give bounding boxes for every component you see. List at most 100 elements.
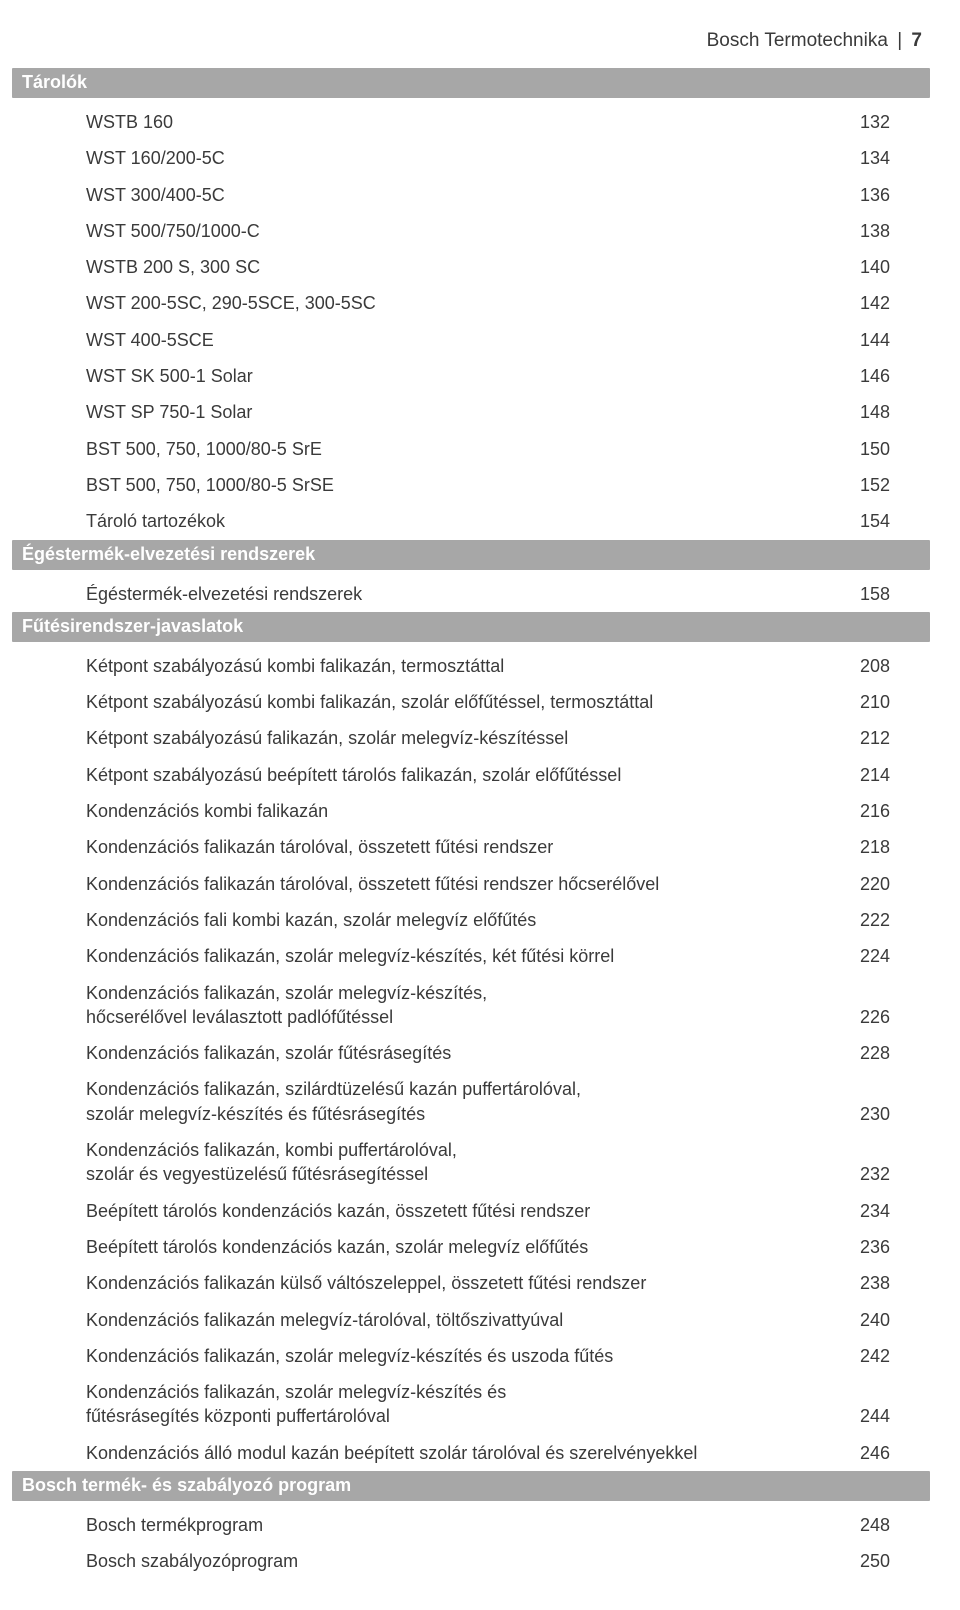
- toc-row: Kondenzációs kombi falikazán 216: [12, 793, 930, 829]
- toc-row: Kondenzációs álló modul kazán beépített …: [12, 1435, 930, 1471]
- toc-row: Kondenzációs falikazán külső váltószelep…: [12, 1265, 930, 1301]
- toc-row: Égéstermék-elvezetési rendszerek 158: [12, 576, 930, 612]
- toc-row: WSTB 200 S, 300 SC 140: [12, 249, 930, 285]
- toc-page: 220: [860, 872, 908, 896]
- toc-page: 132: [860, 110, 908, 134]
- toc-page: 226: [860, 1005, 908, 1029]
- toc-label: WST 160/200-5C: [86, 146, 249, 170]
- toc-row: Kondenzációs falikazán, szolár fűtésráse…: [12, 1035, 930, 1071]
- toc-page: 244: [860, 1404, 908, 1428]
- toc-row: Kétpont szabályozású kombi falikazán, te…: [12, 648, 930, 684]
- toc-row: Kondenzációs falikazán, szolár melegvíz-…: [12, 975, 930, 1036]
- toc-row: Bosch szabályozóprogram250: [12, 1543, 930, 1579]
- toc-row: BST 500, 750, 1000/80-5 SrSE152: [12, 467, 930, 503]
- toc-label: Kondenzációs falikazán, szolár melegvíz-…: [86, 981, 511, 1030]
- toc-page: 154: [860, 509, 908, 533]
- toc-row: Kondenzációs falikazán, szolár melegvíz-…: [12, 938, 930, 974]
- toc-row: Kondenzációs fali kombi kazán, szolár me…: [12, 902, 930, 938]
- toc-page: 222: [860, 908, 908, 932]
- toc-page: 240: [860, 1308, 908, 1332]
- toc-row: Beépített tárolós kondenzációs kazán, ös…: [12, 1193, 930, 1229]
- toc-page: 136: [860, 183, 908, 207]
- toc-label: Kondenzációs falikazán tárolóval, összet…: [86, 872, 683, 896]
- section-title-tarolok: Tárolók: [12, 68, 930, 98]
- toc-label: Beépített tárolós kondenzációs kazán, sz…: [86, 1235, 612, 1259]
- toc-label: Kondenzációs falikazán tárolóval, összet…: [86, 835, 577, 859]
- toc-label: BST 500, 750, 1000/80-5 SrE: [86, 437, 346, 461]
- toc-row: WST 500/750/1000-C 138: [12, 213, 930, 249]
- toc-label: WST SK 500-1 Solar: [86, 364, 277, 388]
- toc-page: 138: [860, 219, 908, 243]
- toc-label: WST SP 750-1 Solar: [86, 400, 276, 424]
- toc-label: WSTB 160: [86, 110, 197, 134]
- toc-label: Kétpont szabályozású falikazán, szolár m…: [86, 726, 592, 750]
- toc-page: 146: [860, 364, 908, 388]
- toc-page: 148: [860, 400, 908, 424]
- toc-page: 238: [860, 1271, 908, 1295]
- toc-page: 230: [860, 1102, 908, 1126]
- page-container: Bosch Termotechnika | 7 Tárolók WSTB 160…: [0, 0, 960, 1610]
- header-page-number: 7: [911, 30, 922, 51]
- toc-row: Tároló tartozékok 154: [12, 503, 930, 539]
- toc-page: 216: [860, 799, 908, 823]
- toc-row: Kondenzációs falikazán, szolár melegvíz-…: [12, 1338, 930, 1374]
- toc-page: 144: [860, 328, 908, 352]
- toc-page: 158: [860, 582, 908, 606]
- toc-page: 212: [860, 726, 908, 750]
- header-separator: |: [897, 30, 902, 51]
- toc-page: 224: [860, 944, 908, 968]
- toc-label: Kétpont szabályozású beépített tárolós f…: [86, 763, 645, 787]
- toc-row: WST 200-5SC, 290-5SCE, 300-5SC 142: [12, 285, 930, 321]
- toc-page: 228: [860, 1041, 908, 1065]
- toc-row: WST SK 500-1 Solar 146: [12, 358, 930, 394]
- toc-row: Kondenzációs falikazán tárolóval, összet…: [12, 866, 930, 902]
- toc-page: 236: [860, 1235, 908, 1259]
- toc-label: Kondenzációs falikazán külső váltószelep…: [86, 1271, 670, 1295]
- toc-page: 152: [860, 473, 908, 497]
- toc-row: Bosch termékprogram248: [12, 1507, 930, 1543]
- toc-page: 150: [860, 437, 908, 461]
- toc-label: Kondenzációs falikazán, szilárdtüzelésű …: [86, 1077, 605, 1126]
- toc-row: Kondenzációs falikazán, kombi puffertáro…: [12, 1132, 930, 1193]
- toc-row: Kétpont szabályozású falikazán, szolár m…: [12, 720, 930, 756]
- section-title-bosch-termek: Bosch termék- és szabályozó program: [12, 1471, 930, 1501]
- toc-label: Kétpont szabályozású kombi falikazán, te…: [86, 654, 528, 678]
- toc-row: WST 300/400-5C 136: [12, 177, 930, 213]
- toc-row: Kondenzációs falikazán melegvíz-tárolóva…: [12, 1302, 930, 1338]
- toc-label: Égéstermék-elvezetési rendszerek: [86, 582, 386, 606]
- toc-label: Kondenzációs falikazán melegvíz-tárolóva…: [86, 1308, 587, 1332]
- toc-label: Kondenzációs falikazán, szolár melegvíz-…: [86, 1380, 530, 1429]
- page-header: Bosch Termotechnika | 7: [12, 30, 930, 52]
- toc-page: 250: [860, 1549, 908, 1573]
- toc-label: WST 500/750/1000-C: [86, 219, 284, 243]
- toc-page: 142: [860, 291, 908, 315]
- toc-label: WST 200-5SC, 290-5SCE, 300-5SC: [86, 291, 400, 315]
- header-brand: Bosch Termotechnika: [707, 30, 888, 51]
- toc-label: Kondenzációs álló modul kazán beépített …: [86, 1441, 721, 1465]
- toc-label: WSTB 200 S, 300 SC: [86, 255, 284, 279]
- toc-label: WST 300/400-5C: [86, 183, 249, 207]
- toc-page: 218: [860, 835, 908, 859]
- toc-page: 214: [860, 763, 908, 787]
- toc-label: Kondenzációs falikazán, szolár fűtésráse…: [86, 1041, 475, 1065]
- section-title-egestermek: Égéstermék-elvezetési rendszerek: [12, 540, 930, 570]
- toc-row: Kétpont szabályozású beépített tárolós f…: [12, 757, 930, 793]
- toc-label: Kondenzációs kombi falikazán: [86, 799, 352, 823]
- toc-row: WST 160/200-5C134: [12, 140, 930, 176]
- toc-label: Beépített tárolós kondenzációs kazán, ös…: [86, 1199, 614, 1223]
- toc-label: Tároló tartozékok: [86, 509, 249, 533]
- toc-row: WSTB 160 132: [12, 104, 930, 140]
- toc-label: Kondenzációs falikazán, szolár melegvíz-…: [86, 944, 638, 968]
- toc-page: 140: [860, 255, 908, 279]
- toc-label: Kétpont szabályozású kombi falikazán, sz…: [86, 690, 677, 714]
- toc-page: 248: [860, 1513, 908, 1537]
- toc-label: Kondenzációs falikazán, szolár melegvíz-…: [86, 1344, 637, 1368]
- toc-row: WST SP 750-1 Solar 148: [12, 394, 930, 430]
- toc-page: 210: [860, 690, 908, 714]
- section-title-futesirendszer: Fűtésirendszer-javaslatok: [12, 612, 930, 642]
- toc-page: 232: [860, 1162, 908, 1186]
- toc-page: 246: [860, 1441, 908, 1465]
- toc-page: 208: [860, 654, 908, 678]
- toc-row: Kondenzációs falikazán tárolóval, összet…: [12, 829, 930, 865]
- toc-row: Beépített tárolós kondenzációs kazán, sz…: [12, 1229, 930, 1265]
